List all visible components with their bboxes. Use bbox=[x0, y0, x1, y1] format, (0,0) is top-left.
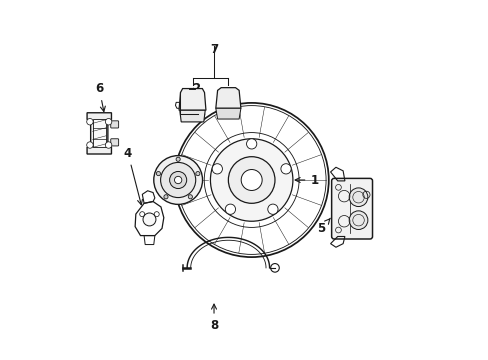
Circle shape bbox=[86, 142, 93, 148]
Circle shape bbox=[267, 204, 278, 214]
Circle shape bbox=[225, 204, 235, 214]
Text: 4: 4 bbox=[123, 147, 142, 205]
FancyBboxPatch shape bbox=[110, 139, 119, 146]
Polygon shape bbox=[215, 87, 241, 108]
Circle shape bbox=[348, 211, 367, 229]
Text: 5: 5 bbox=[317, 218, 330, 235]
Bar bbox=[92, 120, 106, 147]
Text: 3: 3 bbox=[197, 107, 205, 120]
Circle shape bbox=[105, 118, 112, 125]
Text: 2: 2 bbox=[192, 82, 200, 95]
Polygon shape bbox=[87, 113, 111, 154]
Circle shape bbox=[169, 171, 186, 189]
Circle shape bbox=[174, 176, 182, 184]
Text: 1: 1 bbox=[295, 174, 318, 186]
Circle shape bbox=[142, 213, 156, 226]
Circle shape bbox=[246, 139, 256, 149]
Circle shape bbox=[348, 188, 367, 207]
Circle shape bbox=[160, 162, 195, 198]
Text: 6: 6 bbox=[95, 82, 105, 112]
Text: 7: 7 bbox=[209, 42, 218, 55]
Circle shape bbox=[188, 195, 192, 199]
Circle shape bbox=[280, 164, 290, 174]
Polygon shape bbox=[215, 108, 241, 119]
Circle shape bbox=[195, 171, 200, 176]
Circle shape bbox=[212, 164, 222, 174]
Circle shape bbox=[163, 195, 168, 199]
Circle shape bbox=[210, 139, 292, 221]
Circle shape bbox=[105, 142, 112, 148]
Text: 8: 8 bbox=[209, 304, 218, 332]
Circle shape bbox=[176, 157, 180, 161]
Circle shape bbox=[153, 156, 202, 204]
FancyBboxPatch shape bbox=[170, 171, 186, 189]
Circle shape bbox=[86, 118, 93, 125]
Circle shape bbox=[228, 157, 274, 203]
Polygon shape bbox=[179, 89, 205, 110]
Circle shape bbox=[156, 171, 160, 176]
FancyBboxPatch shape bbox=[110, 121, 119, 128]
FancyBboxPatch shape bbox=[331, 179, 372, 239]
Polygon shape bbox=[180, 110, 205, 122]
Circle shape bbox=[241, 170, 262, 190]
